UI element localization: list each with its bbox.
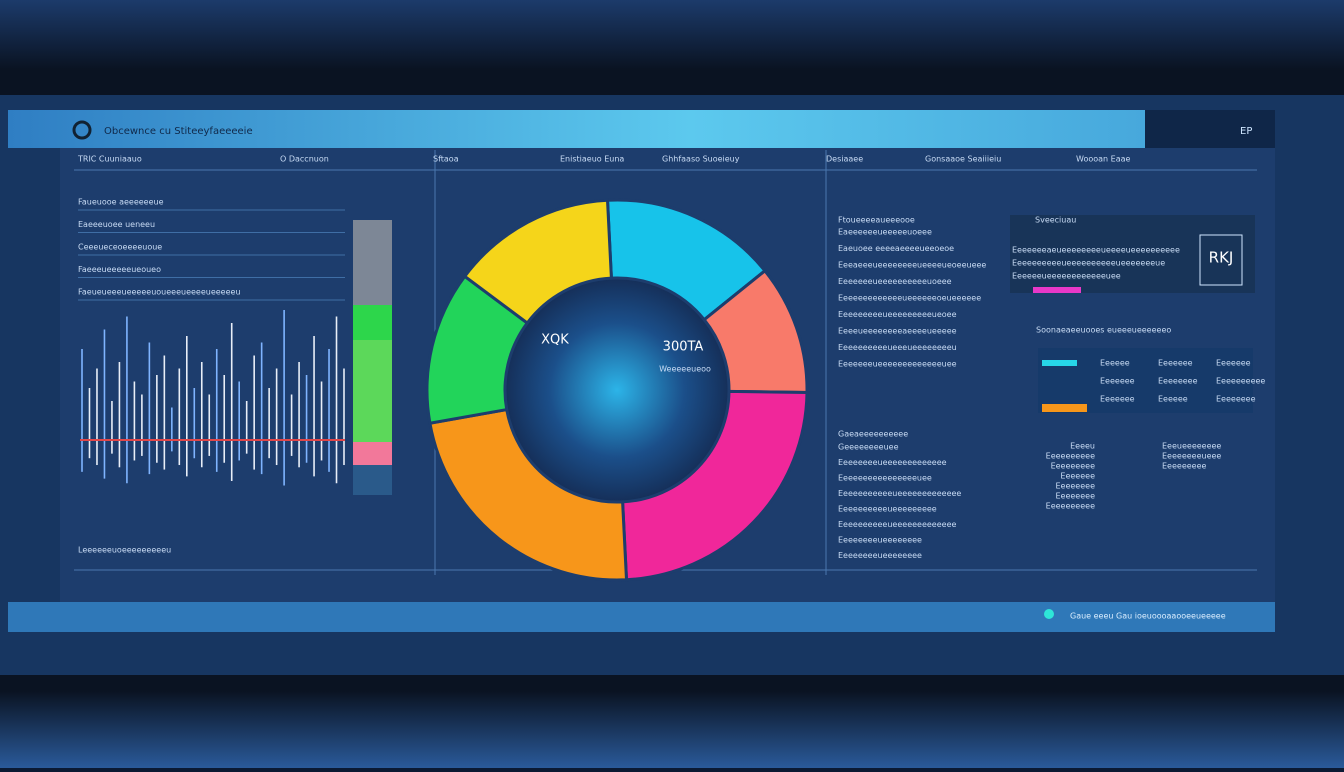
panel-row: Eeeeeeeeeeueeeueeeeeeeeu [838,343,957,352]
accent-bar [1033,287,1081,293]
side-block [353,465,392,495]
panel-row: Eeeeeeeeeeueeeeeeeee [838,505,937,514]
header-title: Obcewnce cu Stiteeyfaeeeeie [104,126,253,137]
donut-label: 300TA [663,340,704,355]
list-cell: Eeeeeeeeee [1046,502,1095,511]
left-row: Ceeeueceoeeeeuoue [78,243,162,252]
left-row: Faeeeueeeeeueoueo [78,265,161,274]
panel-subtitle: Soonaeaeeuooes eueeeueeeeeeo [1036,326,1171,335]
panel-row: Eeeeeeueeeeeeeeeeeeuee [1012,272,1121,281]
footer-text: Gaue eeeu Gau ioeuoooaaooeeueeeee [1070,612,1226,621]
table-cell: Eeeeeee [1216,359,1251,368]
table-cell: Eeeeeeee [1216,395,1256,404]
donut-hole [505,278,729,502]
table-cell: Eeeeeee [1100,395,1135,404]
column-header: Sftaoa [433,155,459,164]
list-cell: Eeeeeeee [1055,482,1095,491]
footer-bar [8,602,1275,632]
right-box [1010,215,1255,293]
code: RKJ [1209,249,1234,267]
panel-title: Sveeciuau [1035,216,1076,225]
list-cell: Eeeeeeeee [1162,462,1207,471]
list-cell: Eeeeeeeee [1051,462,1096,471]
panel-row: Eeeeeeeeeeueeeeeeeeeeeee [838,520,956,529]
donut-sublabel: Weeeeeueoo [659,365,711,374]
column-header: Ghhfaaso Suoeieuy [662,155,740,164]
left-row: Faeueueeeueeeeeuoueeeueeeeueeeeeu [78,288,241,297]
code-frame [1199,234,1243,286]
list-cell: Eeeueeeeeeee [1162,442,1221,451]
side-block [353,305,392,340]
donut-segment [428,407,629,582]
side-block [353,442,392,465]
list-cell: Eeeeu [1070,442,1095,451]
header-badge: EP [1240,126,1252,137]
list-cell: Eeeeeeeeee [1046,452,1095,461]
side-block [353,340,392,442]
panel-row: Eeeeeeeueeeeeeeeeeeeeuee [838,360,957,369]
side-block [353,220,392,305]
donut-segment [462,198,613,326]
panel-row: Eeeeeeeeeeueeeeeeeeeeueeeeeeeue [1012,259,1165,268]
accent-bar [1042,360,1077,366]
panel-row: Eeeeeeeueeeeeeeeeeuoeee [838,277,952,286]
header-corner [1145,110,1275,150]
left-row: Faueuooe aeeeeeeue [78,198,164,207]
table-cell: Eeeeeeeeee [1216,377,1265,386]
accent-bar [1042,404,1087,412]
column-header: O Daccnuon [280,155,329,164]
list-cell: Eeeeeeee [1055,492,1095,501]
column-header: Desiaaee [826,155,863,164]
panel-row: Eeeeeeeeueeeeeeee [838,551,922,560]
panel-title: Gaeaeeeeeeeeee [838,430,908,439]
column-header: TRIC Cuuniaauo [77,155,142,164]
list-cell: Eeeeeeeeueee [1162,452,1221,461]
panel-title: Ftoueeeeaueeeooe [838,216,915,225]
panel-row: Eeeeeeeeeeeeeeeeuee [838,474,932,483]
table-cell: Eeeeeee [1100,377,1135,386]
table-cell: Eeeeeeee [1158,377,1198,386]
panel-row: Eeeeeeeeeeeueeeeeeeeeeeee [838,489,961,498]
panel-row: Eeeeueeeeeeeeaeeeeueeeee [838,327,957,336]
header-bar [8,110,1145,148]
logo [72,120,92,140]
panel-row: Geeeeeeeeuee [838,443,899,452]
panel-row: Eeeeeeeeeueeeeeeeeeueoee [838,310,957,319]
list-cell: Eeeeeee [1060,472,1095,481]
donut-segment [621,389,809,582]
donut-label: XQK [541,333,569,348]
column-header: Gonsaaoe Seaiiieiu [925,155,1001,164]
panel-row: Eaeeeeeeueeeeeuoeee [838,228,932,237]
panel-row: Eeeeeeeeueeeeeeeeeeeee [838,458,947,467]
left-row: Eaeeeuoee ueneeu [78,220,155,229]
panel-row: Eeeeeeeeueeeeeeee [838,536,922,545]
panel-row: Eeeeeeeaeueeeeeeeeueeeeueeeeeeeeee [1012,246,1180,255]
panel-row: Eeeaeeeueeeeeeeeueeeeueoeeueee [838,261,986,270]
panel-row: Eeeeeeeeeeeeeueeeeeeoeueeeeee [838,294,981,303]
table-cell: Eeeeee [1100,359,1130,368]
left-footer: Leeeeeeuoeeeeeeeeeu [78,546,171,555]
column-header: Enistiaeuo Euna [560,155,624,164]
footer-icon [1044,609,1054,619]
table-cell: Eeeeeee [1158,359,1193,368]
table-cell: Eeeeee [1158,395,1188,404]
panel-row: Eaeuoee eeeeaeeeeueeoeoe [838,244,954,253]
right-table-bg [1038,348,1253,413]
column-header: Woooan Eaae [1076,155,1131,164]
